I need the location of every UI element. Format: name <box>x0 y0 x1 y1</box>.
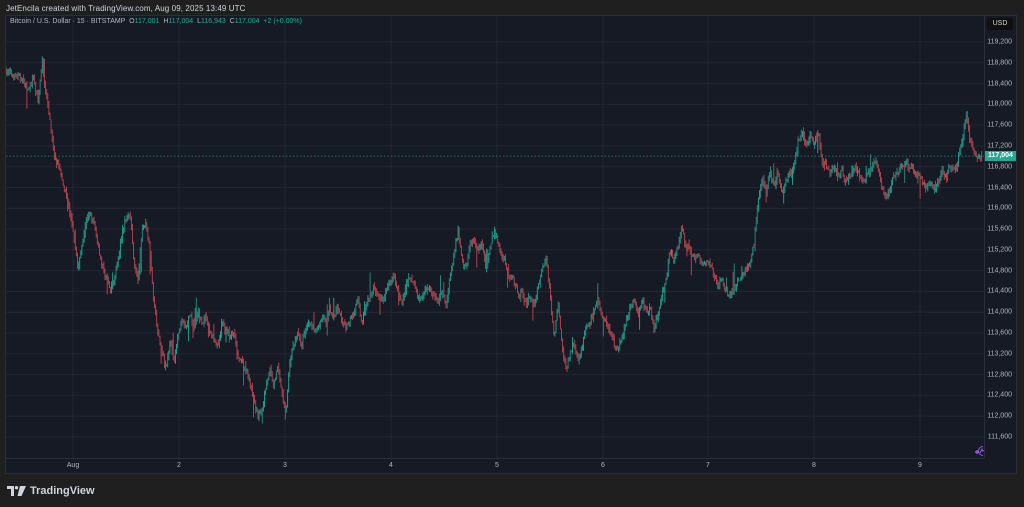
price-tick: 115,600 <box>987 225 1012 233</box>
open-label: O <box>129 18 135 25</box>
time-axis[interactable]: Aug 2 3 4 5 6 7 8 9 <box>6 458 984 474</box>
price-tick: 117,200 <box>987 142 1012 150</box>
favorite-icon[interactable] <box>973 444 987 462</box>
price-tick: 116,400 <box>987 184 1012 192</box>
price-tick: 118,800 <box>987 59 1012 67</box>
chart-frame <box>5 15 1017 474</box>
time-tick: 7 <box>706 462 710 469</box>
price-tick: 119,200 <box>987 38 1012 46</box>
caption: JetEncila created with TradingView.com, … <box>6 4 246 13</box>
price-axis[interactable]: 119,200 118,800 118,400 118,000 117,600 117,2… <box>984 16 1017 458</box>
price-tick: 112,400 <box>987 391 1012 399</box>
time-tick: 9 <box>918 462 922 469</box>
close-label: C <box>229 18 235 25</box>
price-tick: 113,200 <box>987 350 1012 358</box>
symbol-label[interactable]: Bitcoin / U.S. Dollar · 15 · BITSTAMP <box>10 18 126 25</box>
price-tick: 114,000 <box>987 308 1012 316</box>
change-value: +2 (+0.00%) <box>263 18 302 25</box>
time-tick: 8 <box>812 462 816 469</box>
price-tick: 112,800 <box>987 371 1012 379</box>
price-tick: 113,600 <box>987 329 1012 337</box>
price-tick: 116,000 <box>987 204 1012 212</box>
last-price-tag: 117,004 <box>985 151 1016 162</box>
price-tick: 114,400 <box>987 287 1012 295</box>
price-tick: 118,000 <box>987 100 1012 108</box>
high-label: H <box>163 18 169 25</box>
low-label: L <box>197 18 201 25</box>
price-tick: 112,000 <box>987 412 1012 420</box>
tradingview-logo-icon <box>7 486 26 496</box>
open-value: 117,001 <box>134 18 160 25</box>
high-value: 117,004 <box>168 18 194 25</box>
close-value: 117,004 <box>234 18 260 25</box>
time-tick: Aug <box>66 462 80 469</box>
price-tick: 118,400 <box>987 80 1012 88</box>
price-tick: 114,800 <box>987 267 1012 275</box>
time-tick: 4 <box>389 462 393 469</box>
price-tick: 111,600 <box>987 433 1012 441</box>
currency-button[interactable]: USD <box>987 18 1013 30</box>
brand-name: TradingView <box>30 485 95 497</box>
time-tick: 2 <box>177 462 181 469</box>
time-tick: 3 <box>283 462 287 469</box>
price-tick: 116,800 <box>987 163 1012 171</box>
price-tick: 115,200 <box>987 246 1012 254</box>
price-tick: 117,600 <box>987 121 1012 129</box>
low-value: 116,943 <box>200 18 226 25</box>
tradingview-brand[interactable]: TradingView <box>7 485 95 497</box>
price-chart[interactable] <box>6 16 984 458</box>
time-tick: 6 <box>601 462 605 469</box>
time-tick: 5 <box>495 462 499 469</box>
ohlc-legend: Bitcoin / U.S. Dollar · 15 · BITSTAMP O1… <box>10 18 302 25</box>
